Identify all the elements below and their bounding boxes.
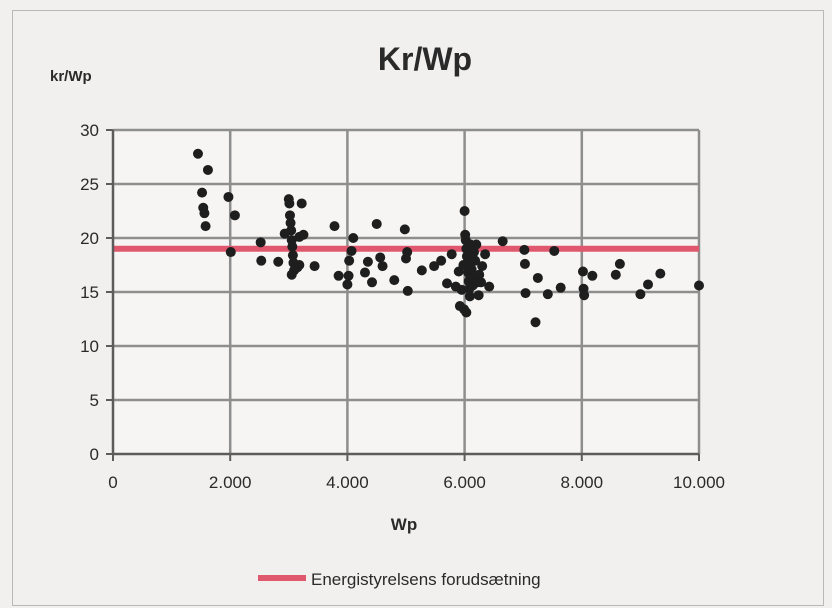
axes: 0 5 10 15 20 25 30 0 2.000 4.000 6.000 8.000 10.000 xyxy=(80,121,725,492)
x-tick-label: 8.000 xyxy=(561,473,604,492)
data-point xyxy=(223,191,234,202)
data-point xyxy=(464,291,475,302)
y-tick-label: 0 xyxy=(90,445,99,464)
data-point xyxy=(635,289,646,300)
data-point xyxy=(199,208,210,219)
data-point xyxy=(285,217,296,228)
data-point xyxy=(549,245,560,256)
data-point xyxy=(587,270,598,281)
y-tick-label: 20 xyxy=(80,229,99,248)
data-point xyxy=(225,247,236,258)
data-point xyxy=(344,255,355,266)
data-point xyxy=(530,317,541,328)
data-point xyxy=(520,288,531,299)
x-tick-label: 0 xyxy=(108,473,117,492)
data-point xyxy=(294,260,305,270)
data-point xyxy=(442,278,453,289)
data-point xyxy=(200,221,211,232)
data-point xyxy=(329,221,340,232)
data-point xyxy=(256,255,267,266)
data-point xyxy=(343,270,354,281)
data-point xyxy=(579,290,590,301)
data-point xyxy=(577,266,588,277)
data-point xyxy=(473,290,484,301)
data-point xyxy=(542,289,553,300)
data-point xyxy=(342,279,353,290)
data-point xyxy=(519,258,530,269)
x-tick-label: 2.000 xyxy=(209,473,252,492)
data-point xyxy=(459,206,470,216)
data-point xyxy=(470,255,481,266)
data-point xyxy=(371,218,382,229)
data-point xyxy=(333,270,344,281)
data-point xyxy=(402,285,413,296)
data-point xyxy=(197,187,208,198)
data-point xyxy=(555,282,566,293)
data-point xyxy=(402,247,413,258)
data-point xyxy=(202,164,213,175)
data-point xyxy=(610,269,621,280)
data-point xyxy=(484,281,495,292)
data-point xyxy=(348,233,359,243)
y-tick-label: 15 xyxy=(80,283,99,302)
y-tick-label: 5 xyxy=(90,391,99,410)
x-tick-label: 4.000 xyxy=(326,473,369,492)
x-axis-label: Wp xyxy=(391,515,417,534)
data-point xyxy=(389,275,400,286)
data-point xyxy=(286,269,297,280)
y-axis-label: kr/Wp xyxy=(50,68,92,85)
data-point xyxy=(497,236,508,247)
data-point xyxy=(476,277,487,288)
data-point xyxy=(229,210,240,221)
data-point xyxy=(614,258,625,269)
data-point xyxy=(359,267,370,278)
data-point xyxy=(309,261,320,272)
data-point xyxy=(459,304,470,315)
data-point xyxy=(519,244,530,255)
data-point xyxy=(480,249,491,260)
data-point xyxy=(273,256,284,267)
data-point xyxy=(532,272,543,283)
data-point xyxy=(192,148,203,159)
data-point xyxy=(367,277,378,288)
data-point xyxy=(456,284,467,295)
x-tick-label: 10.000 xyxy=(673,473,725,492)
data-point xyxy=(255,237,266,248)
data-point xyxy=(446,249,457,260)
data-point xyxy=(298,229,309,240)
data-points xyxy=(192,148,704,328)
data-point xyxy=(284,198,295,209)
data-point xyxy=(287,250,298,261)
data-point xyxy=(655,268,666,279)
data-point xyxy=(468,247,479,258)
data-point xyxy=(429,261,440,272)
chart-frame xyxy=(12,10,824,606)
data-point xyxy=(399,224,410,235)
chart-title: Kr/Wp xyxy=(378,41,472,77)
data-point xyxy=(436,255,447,266)
data-point xyxy=(466,264,477,275)
data-point xyxy=(377,261,388,272)
data-point xyxy=(362,256,373,267)
y-tick-label: 30 xyxy=(80,121,99,140)
data-point xyxy=(694,280,704,291)
data-point xyxy=(477,261,488,272)
data-point xyxy=(375,252,386,263)
legend: Energistyrelsens forudsætning xyxy=(258,570,541,589)
data-point xyxy=(416,265,427,276)
data-point xyxy=(287,241,298,252)
data-point xyxy=(284,210,295,221)
data-point xyxy=(643,279,654,290)
y-tick-label: 25 xyxy=(80,175,99,194)
data-point xyxy=(296,198,307,209)
data-point xyxy=(346,245,357,256)
data-point xyxy=(286,225,297,236)
x-tick-label: 6.000 xyxy=(443,473,486,492)
data-point xyxy=(471,239,482,250)
data-point xyxy=(474,269,485,280)
legend-label: Energistyrelsens forudsætning xyxy=(311,570,541,589)
y-tick-label: 10 xyxy=(80,337,99,356)
